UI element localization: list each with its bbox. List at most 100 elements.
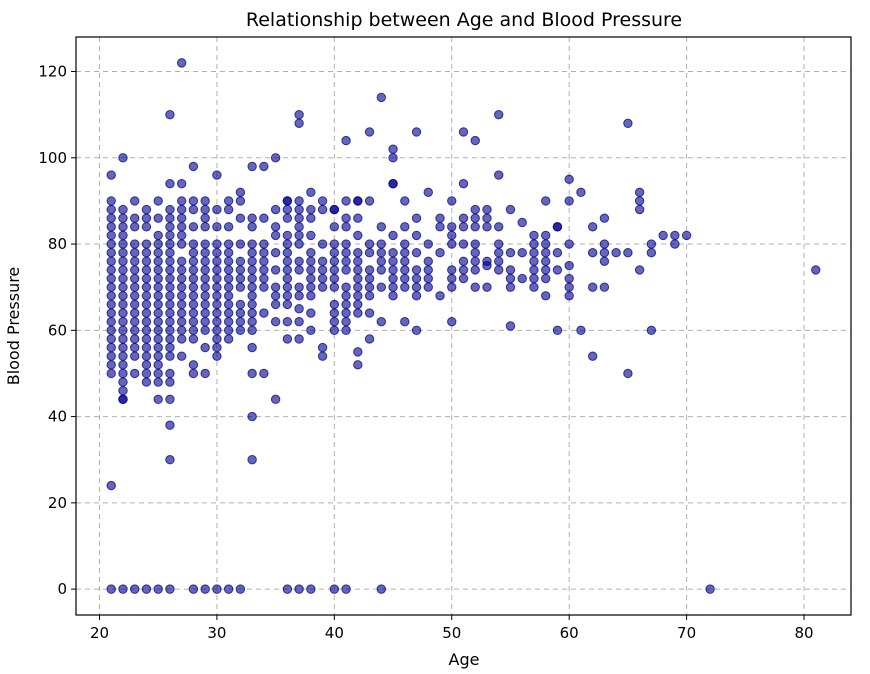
data-point — [259, 247, 269, 258]
data-point — [270, 153, 281, 163]
data-point — [564, 260, 574, 271]
data-point — [576, 325, 586, 336]
data-point — [270, 230, 281, 241]
data-point — [364, 196, 375, 206]
data-point — [165, 316, 175, 327]
data-point — [188, 325, 199, 336]
data-point — [376, 239, 386, 249]
x-tick-label: 40 — [325, 624, 344, 642]
data-point — [259, 265, 269, 275]
data-point — [165, 247, 175, 258]
data-point — [341, 325, 351, 336]
data-point — [646, 247, 657, 258]
data-point — [494, 109, 504, 120]
data-point — [223, 239, 234, 249]
data-point — [153, 584, 163, 594]
data-point — [341, 316, 351, 327]
data-point — [282, 316, 293, 327]
plot-frame — [75, 36, 852, 616]
data-point — [564, 196, 574, 206]
data-point — [235, 196, 246, 206]
data-point — [106, 213, 116, 223]
data-point — [118, 394, 128, 405]
data-point — [118, 230, 128, 241]
data-point — [294, 109, 304, 120]
data-point — [165, 325, 175, 336]
data-point — [141, 325, 152, 336]
data-point — [118, 291, 128, 301]
y-tick-label: 40 — [48, 408, 67, 426]
y-tick-label: 100 — [38, 149, 67, 167]
data-point — [130, 299, 140, 310]
data-point — [364, 273, 375, 284]
data-point — [212, 299, 222, 310]
data-point — [153, 273, 163, 284]
data-point — [388, 230, 398, 241]
data-point — [341, 196, 351, 206]
data-point — [470, 247, 480, 258]
data-point — [505, 273, 516, 284]
data-point — [165, 394, 175, 405]
data-point — [658, 230, 668, 241]
data-point — [141, 222, 152, 232]
data-point — [447, 196, 457, 206]
data-point — [223, 256, 234, 266]
data-point — [188, 584, 199, 594]
data-point — [106, 204, 116, 215]
data-point — [411, 127, 422, 137]
data-point — [141, 377, 152, 387]
data-point — [141, 342, 152, 353]
data-point — [670, 230, 680, 241]
data-point — [223, 325, 234, 336]
data-point — [423, 256, 433, 266]
data-point — [188, 360, 199, 370]
data-point — [470, 265, 480, 275]
data-point — [188, 299, 199, 310]
data-point — [153, 299, 163, 310]
data-point — [176, 308, 187, 318]
data-point — [353, 282, 363, 292]
data-point — [294, 222, 304, 232]
data-point — [317, 196, 328, 206]
data-point — [505, 247, 516, 258]
data-point — [494, 265, 504, 275]
data-point — [188, 161, 199, 172]
data-point — [176, 351, 187, 361]
data-point — [552, 325, 563, 336]
data-point — [200, 584, 210, 594]
data-point — [153, 247, 163, 258]
data-point — [188, 222, 199, 232]
data-point — [153, 342, 163, 353]
data-point — [165, 282, 175, 292]
data-point — [130, 316, 140, 327]
data-point — [165, 299, 175, 310]
data-point — [564, 273, 574, 284]
data-point — [223, 291, 234, 301]
data-point — [259, 161, 269, 172]
data-point — [294, 291, 304, 301]
data-point — [529, 239, 539, 249]
data-point — [400, 239, 410, 249]
data-point — [176, 213, 187, 223]
data-point — [482, 282, 492, 292]
data-point — [118, 273, 128, 284]
data-point — [587, 222, 598, 232]
data-point — [106, 351, 116, 361]
data-point — [306, 256, 316, 266]
data-point — [329, 256, 340, 266]
data-point — [235, 239, 246, 249]
data-point — [529, 265, 539, 275]
data-point — [141, 213, 152, 223]
data-point — [188, 308, 199, 318]
data-point — [118, 316, 128, 327]
data-point — [200, 316, 210, 327]
data-point — [235, 273, 246, 284]
data-point — [494, 170, 504, 180]
data-point — [811, 265, 821, 275]
data-point — [130, 308, 140, 318]
data-point — [458, 213, 469, 223]
data-point — [247, 308, 257, 318]
data-point — [353, 265, 363, 275]
data-point — [176, 334, 187, 344]
data-point — [212, 325, 222, 336]
